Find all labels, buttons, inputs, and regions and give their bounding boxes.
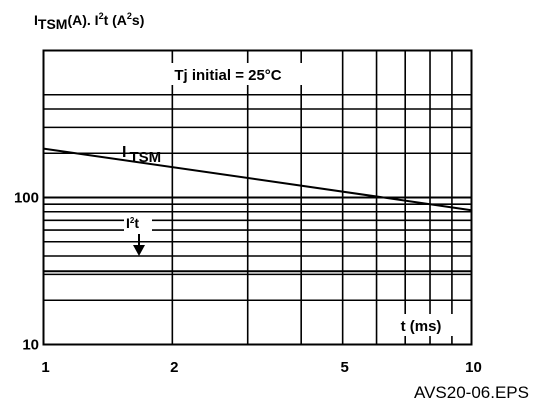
x-tick-label: 10 — [465, 359, 482, 376]
x-unit-label: t (ms) — [401, 318, 442, 335]
title-tsm: TSM — [38, 16, 68, 32]
title-a: (A). I — [67, 12, 98, 28]
y-tick-label: 100 — [14, 190, 39, 207]
tick-layer: 1 2 5 10 10 100 — [14, 190, 482, 377]
title-two-b: 2 — [127, 11, 132, 21]
chart-title: ITSM(A). I2t (A2s) — [34, 11, 144, 32]
i2t-i: I — [126, 215, 130, 231]
title-s: s) — [132, 12, 144, 28]
series-label-itsm: I TSM — [122, 144, 161, 166]
down-arrow-icon — [133, 234, 145, 256]
y-tick-label: 10 — [22, 337, 39, 354]
x-tick-label: 1 — [41, 359, 49, 376]
condition-label-bg — [145, 63, 311, 85]
plot-frame — [42, 49, 473, 346]
itsm-i: I — [122, 144, 126, 161]
i2t-label-bg — [124, 214, 152, 232]
title-two: 2 — [99, 11, 104, 21]
footer-filename: AVS20-06.EPS — [414, 383, 529, 402]
i2t-sup: 2 — [130, 216, 135, 225]
title-t: t (A — [104, 12, 127, 28]
itsm-sub: TSM — [129, 149, 161, 166]
series-layer — [43, 147, 472, 273]
x-tick-label: 5 — [340, 359, 348, 376]
i2t-t: t — [134, 215, 139, 231]
x-tick-label: 2 — [170, 359, 178, 376]
x-unit-bg — [388, 314, 454, 336]
title-i: I — [34, 12, 38, 28]
condition-label: Tj initial = 25°C — [174, 67, 281, 84]
grid-layer — [43, 50, 472, 345]
series-label-i2t: I2t — [126, 215, 139, 231]
series-line-itsm — [43, 147, 472, 212]
